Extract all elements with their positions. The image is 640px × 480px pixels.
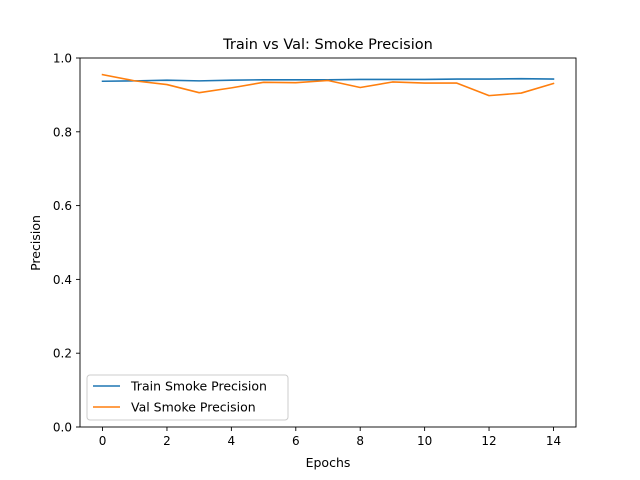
y-tick-label: 1.0 — [53, 52, 72, 66]
legend-box — [86, 374, 289, 421]
legend-label-0: Train Smoke Precision — [130, 379, 267, 394]
x-tick-label: 0 — [99, 434, 107, 448]
x-tick-label: 10 — [417, 434, 432, 448]
y-tick-label: 0.0 — [53, 421, 72, 435]
y-axis-ticks: 0.0 0.2 0.4 0.6 0.8 1.0 — [53, 52, 80, 435]
chart-title: Train vs Val: Smoke Precision — [222, 37, 433, 53]
series-line-1 — [101, 73, 555, 97]
x-tick-label: 14 — [546, 434, 561, 448]
plot-area — [79, 57, 577, 428]
x-tick-label: 2 — [163, 434, 171, 448]
x-tick-label: 12 — [481, 434, 496, 448]
legend-label-1: Val Smoke Precision — [131, 400, 256, 415]
x-axis-label: Epochs — [306, 455, 351, 470]
axes-frame — [79, 57, 577, 428]
x-tick-label: 4 — [228, 434, 236, 448]
x-axis-ticks: 0 2 4 6 8 10 12 14 — [99, 427, 561, 448]
y-tick-label: 0.6 — [53, 199, 72, 213]
y-axis-label: Precision — [28, 215, 43, 271]
y-tick-label: 0.4 — [53, 273, 72, 287]
x-tick-label: 6 — [292, 434, 300, 448]
y-tick-label: 0.2 — [53, 347, 72, 361]
y-tick-label: 0.8 — [53, 125, 72, 139]
legend: Train Smoke Precision Val Smoke Precision — [86, 374, 289, 421]
x-tick-label: 8 — [356, 434, 364, 448]
